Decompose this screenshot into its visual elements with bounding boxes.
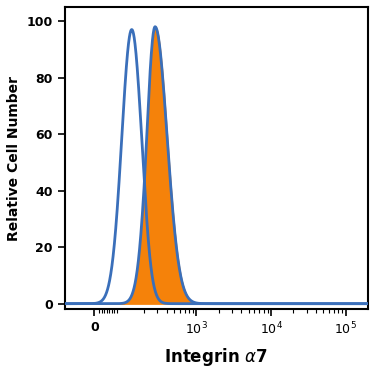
Y-axis label: Relative Cell Number: Relative Cell Number	[7, 76, 21, 241]
X-axis label: Integrin $\alpha$7: Integrin $\alpha$7	[164, 346, 268, 368]
